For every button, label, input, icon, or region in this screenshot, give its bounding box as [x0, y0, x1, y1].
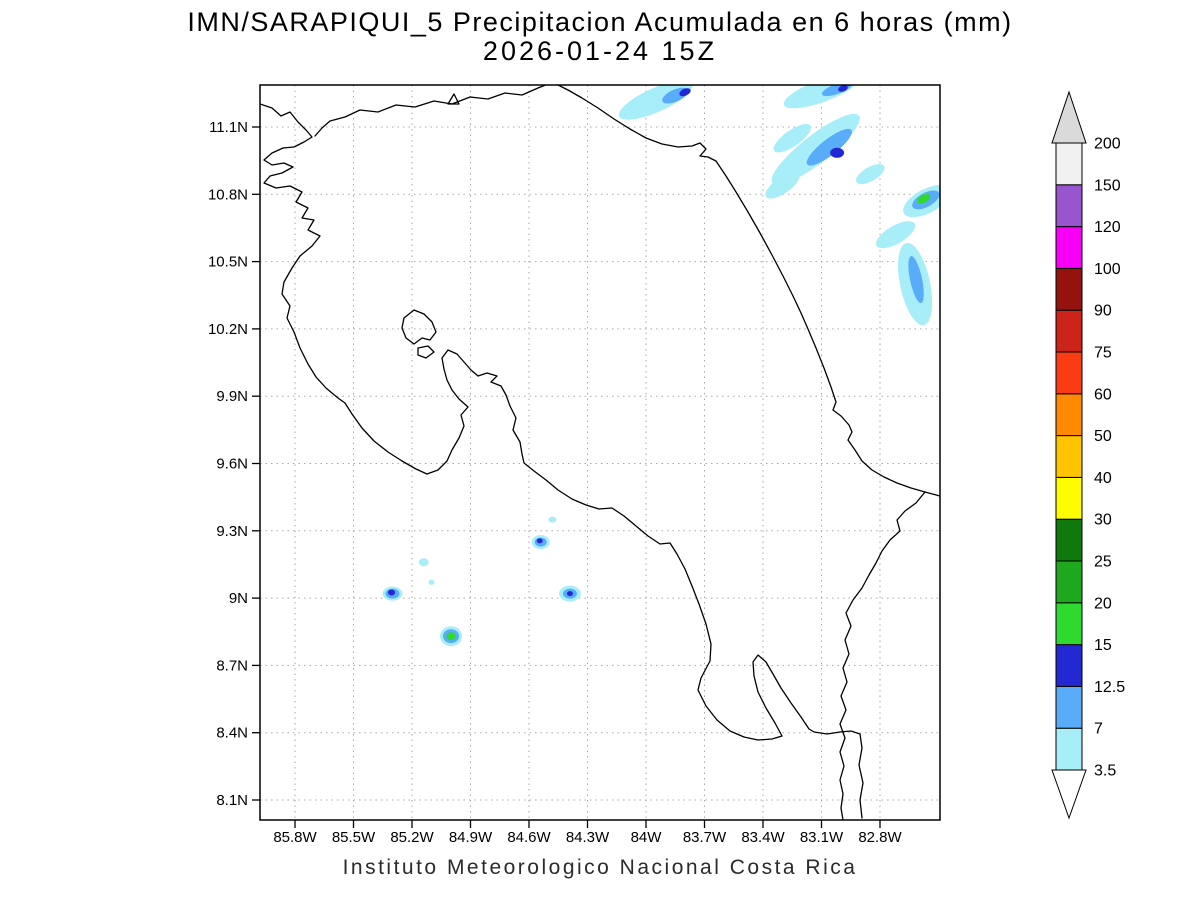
island-triangle-icon	[447, 93, 460, 105]
x-tick-label: 84.6W	[507, 829, 551, 846]
colorbar-label: 7	[1094, 721, 1103, 738]
y-tick-label: 10.8N	[208, 186, 248, 203]
lake-outline-small	[417, 345, 435, 359]
colorbar-segment	[1055, 351, 1083, 395]
precip-cell	[388, 589, 396, 596]
colorbar-segment	[1055, 309, 1083, 353]
colorbar-segment	[1055, 518, 1083, 562]
precip-cell	[418, 558, 429, 567]
y-tick-label: 8.1N	[216, 792, 248, 809]
colorbar-label: 12.5	[1094, 679, 1125, 696]
x-tick-label: 84.3W	[566, 829, 610, 846]
colorbar-label: 120	[1094, 219, 1121, 236]
precip-cell	[773, 123, 811, 153]
colorbar-label: 75	[1094, 345, 1112, 362]
x-tick-label: 84W	[631, 829, 663, 846]
colorbar-label: 90	[1094, 303, 1112, 320]
colorbar-segment	[1055, 435, 1083, 478]
colorbar-segment	[1055, 560, 1083, 604]
colorbar-label: 150	[1094, 177, 1121, 194]
colorbar-label: 20	[1094, 595, 1112, 612]
colorbar-segment	[1055, 602, 1083, 646]
chart-subtitle: 2026-01-24 15Z	[482, 36, 718, 66]
colorbar: 3.5 7 12.5 15 20 25 30 40 50 60 75 90 100 120 150 200	[1051, 90, 1125, 820]
coastline-caribbean	[557, 85, 940, 497]
colorbar-arrow-below	[1051, 769, 1087, 820]
y-tick-label: 10.2N	[208, 321, 248, 338]
colorbar-label: 200	[1094, 136, 1121, 153]
colorbar-label: 60	[1094, 386, 1112, 403]
colorbar-segment	[1055, 226, 1083, 269]
y-tick-label: 9.3N	[216, 523, 248, 540]
coastline-layer	[260, 85, 940, 820]
precip-cell	[876, 221, 916, 249]
precip-cell	[446, 632, 456, 641]
x-tick-label: 83.7W	[683, 829, 727, 846]
coastline-pacific	[260, 103, 864, 819]
colorbar-segment	[1055, 476, 1083, 520]
y-tick-label: 8.4N	[216, 725, 248, 742]
x-tick-label: 85.2W	[390, 829, 434, 846]
colorbar-label: 40	[1094, 470, 1112, 487]
colorbar-segment	[1055, 393, 1083, 437]
colorbar-segment	[1055, 644, 1083, 687]
x-tick-label: 82.8W	[858, 829, 902, 846]
plot-frame	[259, 84, 941, 821]
y-tick-label: 9N	[229, 590, 248, 607]
axis-layer: 85.8W 85.5W 85.2W 84.9W 84.6W 84.3W 84W 83.7W 83…	[208, 119, 903, 846]
colorbar-label: 15	[1094, 637, 1112, 654]
colorbar-label: 30	[1094, 512, 1112, 529]
colorbar-label: 100	[1094, 261, 1121, 278]
colorbar-label: 50	[1094, 428, 1112, 445]
lake-outline	[401, 309, 437, 345]
colorbar-segment	[1055, 727, 1083, 771]
x-tick-label: 83.1W	[800, 829, 844, 846]
y-tick-label: 11.1N	[209, 119, 248, 136]
y-tick-label: 10.5N	[208, 254, 248, 271]
precip-cell	[855, 164, 885, 185]
x-tick-label: 84.9W	[449, 829, 493, 846]
precip-cell	[765, 172, 800, 199]
precip-cell	[548, 516, 557, 523]
x-tick-label: 85.5W	[332, 829, 376, 846]
y-tick-label: 9.9N	[216, 388, 248, 405]
footer-credit: Instituto Meteorologico Nacional Costa R…	[342, 856, 858, 879]
precip-cell	[783, 85, 860, 109]
x-tick-label: 85.8W	[273, 829, 317, 846]
colorbar-arrow-above	[1051, 90, 1087, 144]
grid-layer	[260, 85, 940, 820]
precip-cell	[536, 538, 543, 544]
colorbar-segment	[1055, 685, 1083, 729]
border-panama	[839, 491, 926, 820]
precip-cell	[566, 591, 573, 597]
y-tick-label: 8.7N	[216, 657, 248, 674]
precip-cell	[830, 147, 845, 158]
colorbar-segment	[1055, 142, 1083, 186]
colorbar-segment	[1055, 267, 1083, 311]
precip-cell	[806, 128, 852, 166]
precip-cell	[838, 85, 848, 92]
precip-cell	[618, 85, 693, 120]
precip-cell	[428, 579, 435, 585]
precipitation-layer	[382, 85, 940, 647]
colorbar-label: 3.5	[1094, 763, 1116, 780]
x-tick-label: 83.4W	[741, 829, 785, 846]
y-tick-label: 9.6N	[216, 455, 248, 472]
precip-cell	[679, 88, 691, 97]
colorbar-segment	[1055, 184, 1083, 228]
colorbar-label: 25	[1094, 554, 1112, 571]
precip-cell	[908, 256, 924, 304]
coastline-lake-nicaragua	[314, 85, 548, 137]
chart-title: IMN/SARAPIQUI_5 Precipitacion Acumulada …	[187, 7, 1013, 37]
precip-cell	[917, 193, 931, 204]
